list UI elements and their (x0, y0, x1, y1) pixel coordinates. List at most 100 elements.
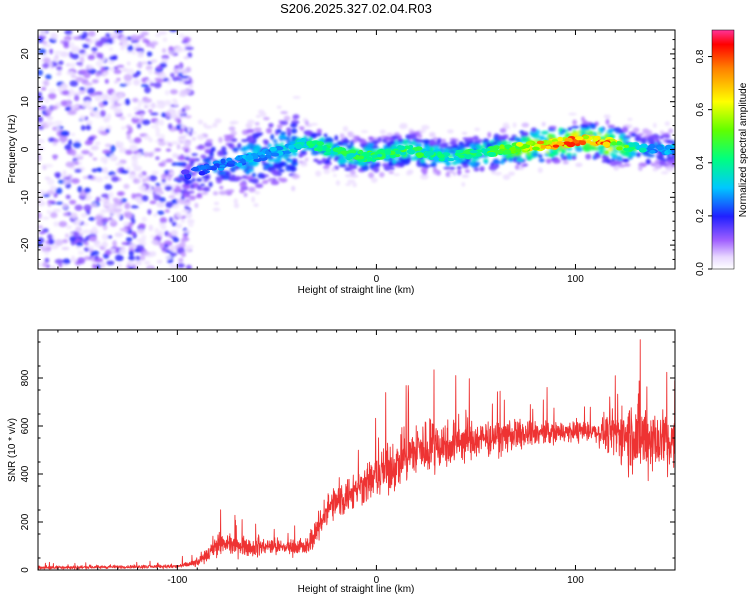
spectral-mark (422, 139, 430, 144)
speckle-mark (77, 186, 83, 193)
speckle-mark (136, 228, 145, 234)
spectral-mark (206, 139, 213, 143)
speckle-mark (102, 72, 109, 76)
spectral-mark (233, 198, 238, 205)
speckle-mark (101, 93, 109, 101)
colorbar-tick-label: 0.8 (695, 49, 706, 63)
spectral-mark (259, 111, 267, 117)
spectral-mark (344, 173, 353, 178)
spectral-mark (618, 155, 622, 162)
speckle-mark (184, 205, 189, 210)
spectral-mark (183, 229, 191, 234)
ridge-mark (469, 150, 478, 154)
chart-title: S206.2025.327.02.04.R03 (280, 1, 432, 16)
spectral-mark (179, 201, 188, 205)
speckle-mark (96, 52, 102, 59)
ridge-mark (536, 140, 545, 145)
speckle-mark (38, 262, 42, 267)
speckle-mark (41, 40, 48, 45)
spectral-mark (420, 129, 426, 133)
spectral-mark (360, 130, 369, 133)
spectral-mark (448, 149, 456, 154)
speckle-mark (119, 83, 128, 87)
speckle-mark (168, 50, 176, 55)
speckle-mark (153, 82, 162, 89)
speckle-mark (174, 46, 183, 54)
spectral-mark (647, 139, 656, 145)
spectral-mark (520, 136, 528, 142)
spectral-mark (256, 115, 261, 118)
spectral-mark (272, 162, 280, 168)
spectral-mark (621, 126, 629, 133)
speckle-mark (73, 139, 81, 143)
speckle-mark (56, 66, 63, 71)
spectral-mark (639, 139, 648, 143)
spectral-mark (247, 168, 255, 172)
speckle-mark (79, 115, 86, 121)
speckle-mark (146, 51, 153, 57)
speckle-mark (65, 106, 72, 112)
speckle-mark (183, 133, 190, 137)
speckle-mark (170, 72, 175, 78)
speckle-mark (79, 56, 85, 64)
ridge-mark (185, 173, 192, 179)
speckle-mark (54, 239, 64, 246)
speckle-mark (116, 211, 121, 218)
speckle-mark (136, 152, 143, 158)
spectral-mark (277, 128, 282, 133)
speckle-mark (137, 172, 144, 179)
speckle-mark (101, 233, 109, 241)
spectral-mark (646, 153, 655, 158)
spectral-mark (213, 201, 220, 206)
spectral-mark (187, 127, 192, 133)
speckle-mark (38, 225, 44, 229)
spectral-mark (545, 150, 550, 154)
speckle-mark (44, 97, 50, 104)
speckle-mark (137, 200, 143, 205)
speckle-mark (95, 263, 101, 269)
spectral-mark (230, 130, 237, 136)
spectral-mark (287, 131, 292, 137)
spectral-mark (196, 134, 205, 140)
x-tick-label: 0 (374, 274, 380, 285)
ridge-mark (191, 166, 199, 172)
speckle-mark (141, 119, 151, 126)
speckle-mark (44, 257, 50, 263)
spectral-mark (469, 162, 476, 166)
speckle-mark (108, 47, 113, 51)
spectral-mark (541, 122, 546, 127)
ridge-mark (394, 153, 401, 158)
spectral-mark (611, 158, 616, 162)
speckle-mark (169, 245, 175, 252)
speckle-mark (103, 43, 111, 47)
speckle-mark (104, 183, 113, 191)
speckle-mark (112, 197, 119, 203)
speckle-mark (114, 232, 124, 238)
spectral-mark (357, 162, 366, 167)
ridge-mark (557, 136, 563, 142)
speckle-mark (42, 193, 51, 198)
spectral-mark (609, 153, 617, 156)
spectral-mark (388, 170, 394, 174)
speckle-mark (53, 120, 63, 126)
spectral-mark (179, 174, 183, 178)
snr-ylabel: SNR (10 * v/v) (7, 418, 18, 482)
speckle-mark (148, 109, 153, 113)
ridge-mark (240, 158, 246, 164)
spectral-mark (448, 130, 453, 134)
ridge-mark (316, 141, 325, 146)
speckle-mark (57, 85, 63, 92)
speckle-mark (55, 125, 61, 132)
spectral-mark (203, 122, 207, 128)
spectral-mark (280, 142, 285, 145)
speckle-mark (71, 178, 80, 184)
spectral-mark (231, 147, 239, 152)
spectral-mark (174, 211, 182, 215)
speckle-mark (113, 103, 122, 107)
speckle-mark (60, 83, 67, 89)
speckle-mark (83, 247, 90, 252)
spectral-mark (237, 143, 242, 149)
spectral-mark (310, 132, 317, 139)
spectral-mark (572, 119, 578, 126)
speckle-mark (38, 138, 43, 143)
